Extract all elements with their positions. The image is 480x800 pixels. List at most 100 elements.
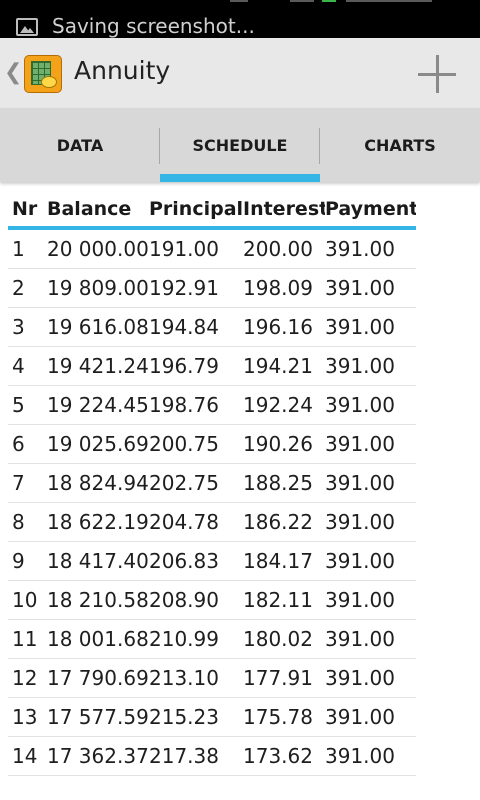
cell-principal: 196.79 — [149, 354, 219, 378]
back-chevron-icon[interactable]: ❮ — [4, 60, 23, 85]
cell-nr: 7 — [12, 471, 25, 495]
cell-nr: 6 — [12, 432, 25, 456]
cell-interest: 184.17 — [243, 549, 313, 573]
cell-nr: 3 — [12, 315, 25, 339]
header-payment: Payment — [325, 198, 416, 220]
cell-principal: 215.23 — [149, 705, 219, 729]
cell-payment: 391.00 — [325, 744, 395, 768]
cell-balance: 17 790.69 — [47, 666, 149, 690]
cell-payment: 391.00 — [325, 588, 395, 612]
table-row[interactable]: 12 17 790.69 213.10 177.91 391.00 — [8, 659, 416, 698]
table-row[interactable]: 14 17 362.37 217.38 173.62 391.00 — [8, 737, 416, 776]
cell-principal: 200.75 — [149, 432, 219, 456]
table-row[interactable]: 9 18 417.40 206.83 184.17 391.00 — [8, 542, 416, 581]
header-interest: Interest — [243, 198, 325, 220]
cell-principal: 206.83 — [149, 549, 219, 573]
table-row[interactable]: 11 18 001.68 210.99 180.02 391.00 — [8, 620, 416, 659]
cell-balance: 19 224.45 — [47, 393, 149, 417]
table-row[interactable]: 8 18 622.19 204.78 186.22 391.00 — [8, 503, 416, 542]
tab-label: CHARTS — [364, 135, 436, 155]
status-text: Saving screenshot... — [52, 14, 255, 38]
table-row[interactable]: 10 18 210.58 208.90 182.11 391.00 — [8, 581, 416, 620]
cell-interest: 186.22 — [243, 510, 313, 534]
tab-data[interactable]: DATA — [0, 108, 160, 182]
table-row[interactable]: 5 19 224.45 198.76 192.24 391.00 — [8, 386, 416, 425]
cell-balance: 19 809.00 — [47, 276, 149, 300]
cell-principal: 208.90 — [149, 588, 219, 612]
cell-payment: 391.00 — [325, 432, 395, 456]
cell-payment: 391.00 — [325, 510, 395, 534]
cell-nr: 4 — [12, 354, 25, 378]
alarm-icon — [230, 0, 248, 2]
cell-principal: 191.00 — [149, 237, 219, 261]
cell-balance: 18 210.58 — [47, 588, 149, 612]
cell-interest: 192.24 — [243, 393, 313, 417]
table-body: 1 20 000.00 191.00 200.00 391.00 2 19 809.00 19… — [8, 230, 416, 776]
cell-principal: 194.84 — [149, 315, 219, 339]
tab-divider — [159, 128, 160, 164]
table-row[interactable]: 2 19 809.00 192.91 198.09 391.00 — [8, 269, 416, 308]
cell-payment: 391.00 — [325, 627, 395, 651]
app-icon[interactable] — [24, 55, 62, 93]
header-nr: Nr — [12, 198, 38, 220]
cell-principal: 202.75 — [149, 471, 219, 495]
cell-balance: 19 616.08 — [47, 315, 149, 339]
cell-payment: 391.00 — [325, 705, 395, 729]
tab-selected-indicator — [160, 174, 320, 182]
tab-charts[interactable]: CHARTS — [320, 108, 480, 182]
tab-label: SCHEDULE — [192, 135, 288, 155]
cell-principal: 192.91 — [149, 276, 219, 300]
table-row[interactable]: 13 17 577.59 215.23 175.78 391.00 — [8, 698, 416, 737]
cell-interest: 200.00 — [243, 237, 313, 261]
add-icon[interactable] — [418, 55, 456, 93]
cell-payment: 391.00 — [325, 666, 395, 690]
cell-interest: 196.16 — [243, 315, 313, 339]
table-header: Nr Balance Principal Interest Payment — [8, 192, 416, 230]
app-title: Annuity — [74, 56, 171, 85]
cell-nr: 13 — [12, 705, 38, 729]
battery-icon — [322, 0, 336, 2]
cell-interest: 180.02 — [243, 627, 313, 651]
cell-balance: 18 622.19 — [47, 510, 149, 534]
picture-icon — [16, 18, 38, 36]
cell-balance: 20 000.00 — [47, 237, 149, 261]
cell-payment: 391.00 — [325, 471, 395, 495]
cell-balance: 18 417.40 — [47, 549, 149, 573]
signal-icon — [290, 0, 314, 2]
cell-interest: 194.21 — [243, 354, 313, 378]
action-bar: ❮ Annuity — [0, 38, 480, 108]
cell-principal: 213.10 — [149, 666, 219, 690]
cell-interest: 177.91 — [243, 666, 313, 690]
cell-balance: 19 025.69 — [47, 432, 149, 456]
cell-payment: 391.00 — [325, 237, 395, 261]
cell-nr: 9 — [12, 549, 25, 573]
tab-schedule[interactable]: SCHEDULE — [160, 108, 320, 182]
cell-principal: 198.76 — [149, 393, 219, 417]
cell-principal: 217.38 — [149, 744, 219, 768]
cell-nr: 1 — [12, 237, 25, 261]
table-row[interactable]: 4 19 421.24 196.79 194.21 391.00 — [8, 347, 416, 386]
tab-label: DATA — [56, 135, 104, 155]
cell-interest: 173.62 — [243, 744, 313, 768]
cell-balance: 19 421.24 — [47, 354, 149, 378]
table-row[interactable]: 6 19 025.69 200.75 190.26 391.00 — [8, 425, 416, 464]
clock-icon — [346, 0, 432, 2]
coin-icon — [41, 76, 57, 88]
cell-balance: 18 824.94 — [47, 471, 149, 495]
cell-payment: 391.00 — [325, 276, 395, 300]
table-row[interactable]: 7 18 824.94 202.75 188.25 391.00 — [8, 464, 416, 503]
table-row[interactable]: 1 20 000.00 191.00 200.00 391.00 — [8, 230, 416, 269]
header-balance: Balance — [47, 198, 132, 220]
table-row[interactable]: 3 19 616.08 194.84 196.16 391.00 — [8, 308, 416, 347]
cell-principal: 210.99 — [149, 627, 219, 651]
cell-nr: 11 — [12, 627, 38, 651]
cell-interest: 190.26 — [243, 432, 313, 456]
cell-nr: 2 — [12, 276, 25, 300]
header-principal: Principal — [149, 198, 243, 220]
tab-bar: DATA SCHEDULE CHARTS — [0, 108, 480, 182]
cell-principal: 204.78 — [149, 510, 219, 534]
cell-payment: 391.00 — [325, 315, 395, 339]
cell-balance: 17 577.59 — [47, 705, 149, 729]
cell-nr: 14 — [12, 744, 38, 768]
